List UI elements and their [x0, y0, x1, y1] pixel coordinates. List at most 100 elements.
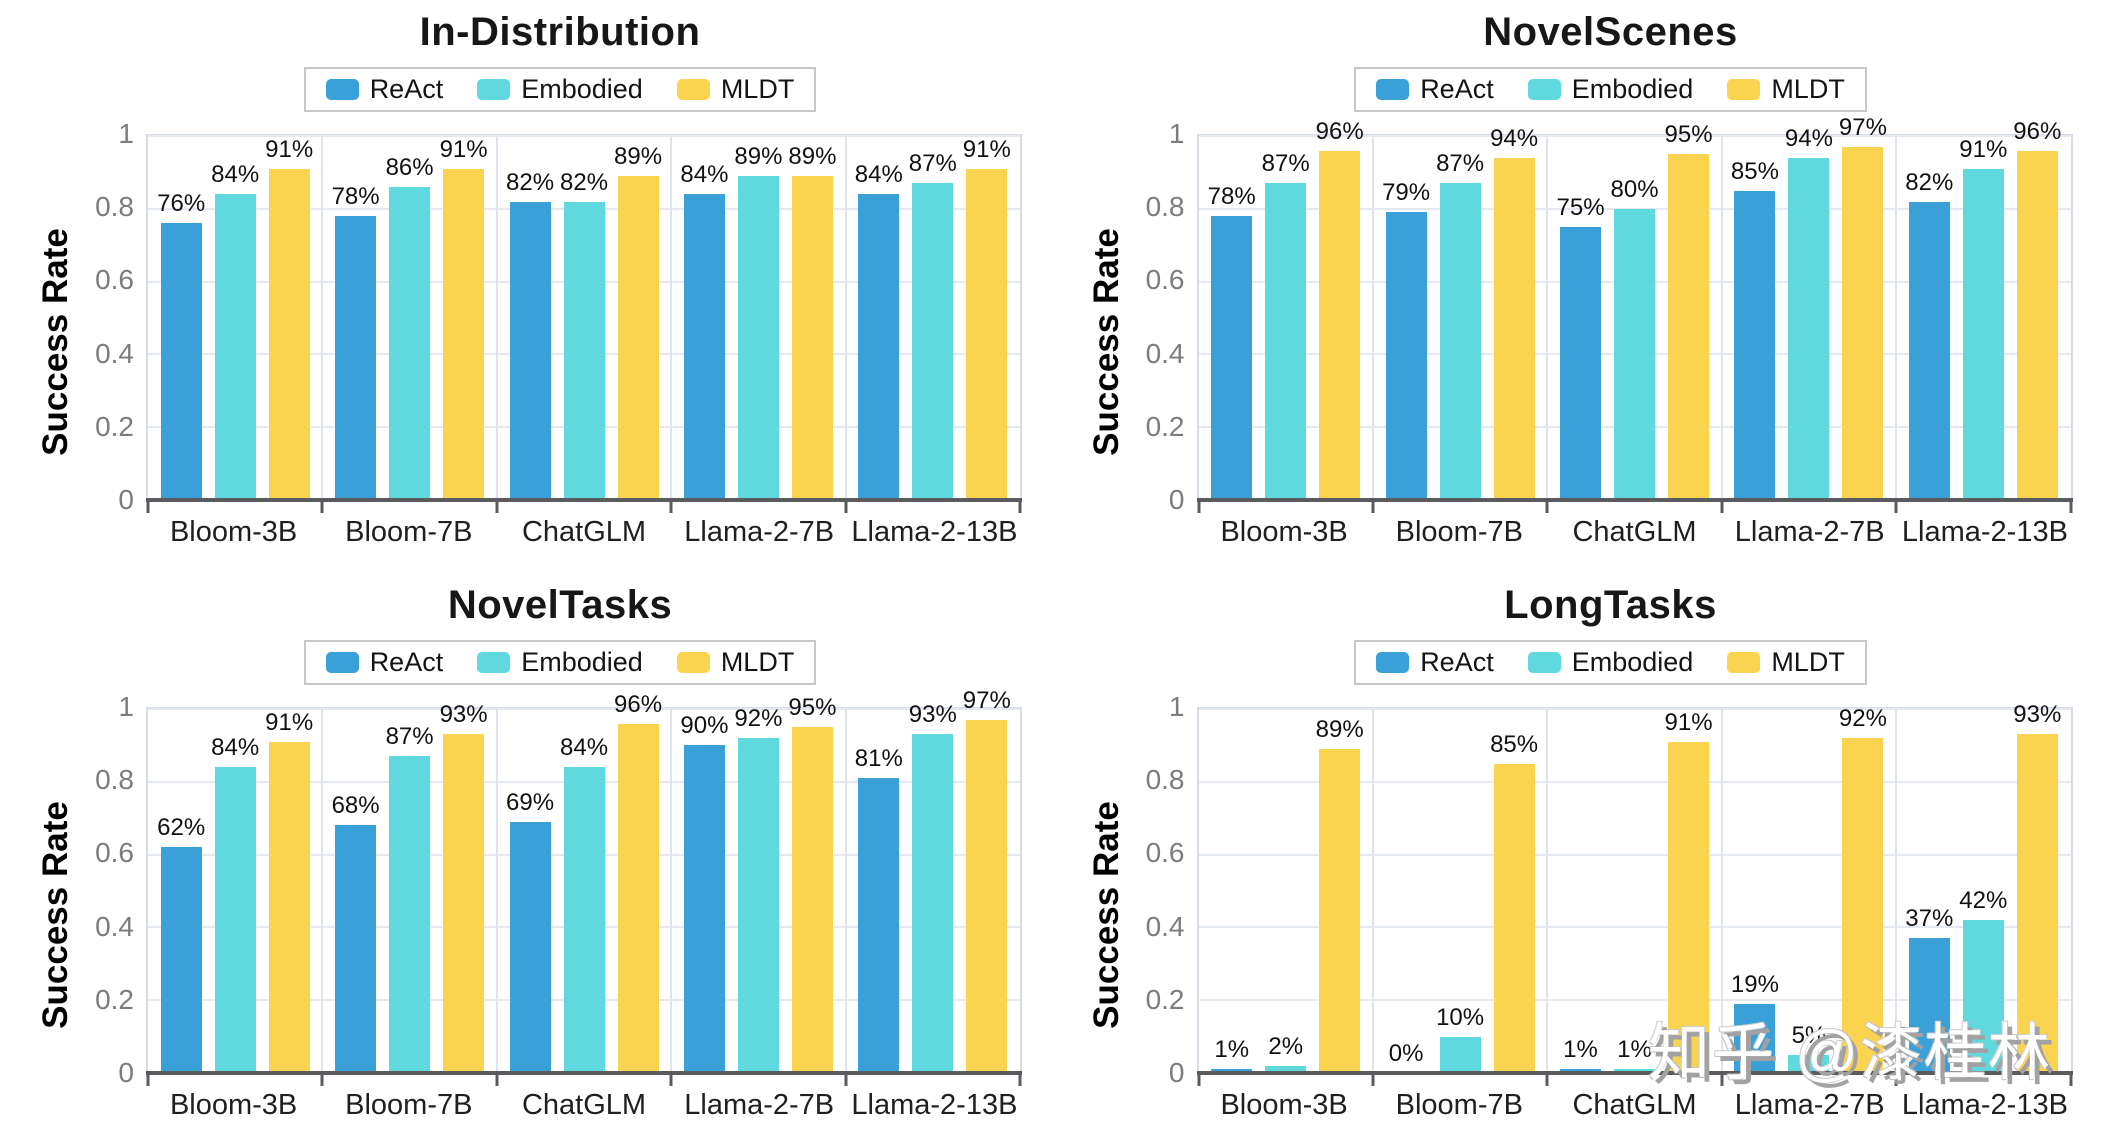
bar-value-label: 96%: [1315, 117, 1364, 145]
bar-value-label: 87%: [908, 150, 957, 178]
y-axis-label-wrap: Success Rate: [1079, 134, 1135, 549]
bar-value-label: 91%: [1664, 708, 1713, 736]
chart-title-longtasks: LongTasks: [1504, 583, 1717, 627]
legend: ReAct Embodied MLDT: [1354, 67, 1867, 112]
bar-embodied-llama-2-7b: 92%: [734, 707, 782, 1073]
bar-react-bloom-7b: 68%: [332, 794, 380, 1073]
bar-value-label: 89%: [788, 143, 837, 171]
bar-embodied-llama-2-7b: 94%: [1785, 126, 1833, 500]
x-label-bloom-7b: Bloom-7B: [1395, 516, 1523, 548]
x-axis-tick-100: [2069, 1075, 2072, 1086]
y-tick-0: 0: [118, 1057, 134, 1088]
bar-value-label: 91%: [265, 708, 314, 736]
bar-react-bloom-3b: 78%: [1208, 185, 1256, 500]
bar-react-bloom-3b: 76%: [157, 192, 205, 500]
bar-value-label: 97%: [1838, 113, 1887, 141]
gridline-v-80: [844, 709, 847, 1073]
bar-value-label: 19%: [1730, 970, 1779, 998]
bar-value-label: 87%: [385, 723, 434, 751]
bar-value-label: 96%: [2013, 117, 2062, 145]
x-axis-labels: Bloom-3B Bloom-7B ChatGLM Llama-2-7B Llama-2…: [1197, 1089, 2073, 1122]
bar-value-label: 86%: [385, 153, 434, 181]
x-axis-tick-20: [1371, 502, 1375, 513]
gridline-v-60: [670, 709, 673, 1073]
y-axis-label-wrap: Success Rate: [1079, 707, 1135, 1122]
bar-mldt-bloom-3b: 91%: [265, 137, 313, 500]
legend-label-react: ReAct: [369, 647, 444, 677]
chart-title-novelscenes: NovelScenes: [1483, 10, 1738, 54]
gridline-v-20: [321, 709, 324, 1073]
bar-value-label: 78%: [1207, 183, 1256, 211]
bar-value-label: 94%: [1490, 124, 1539, 152]
gridline-v-80: [1895, 709, 1898, 1073]
bar-value-label: 91%: [265, 135, 314, 163]
legend-label-embodied: Embodied: [521, 647, 643, 677]
y-tick-0.2: 0.2: [95, 983, 134, 1015]
legend-item-embodied: Embodied: [1527, 647, 1693, 678]
x-label-bloom-3b: Bloom-3B: [1220, 516, 1348, 548]
legend-item-mldt: MLDT: [676, 74, 795, 105]
bar-mldt-bloom-7b: 93%: [440, 703, 488, 1073]
y-axis-label: Success Rate: [36, 800, 75, 1029]
y-tick-1: 1: [118, 118, 134, 149]
bar-value-label: 75%: [1556, 194, 1605, 221]
x-axis-tick-60: [1720, 502, 1724, 513]
bar-group-chatglm: 82% 82% 89%: [497, 136, 671, 500]
gridline-v-20: [1371, 136, 1374, 500]
bar-react-llama-2-7b: 84%: [680, 163, 728, 500]
bar-mldt-bloom-7b: 85%: [1490, 732, 1538, 1073]
bar-embodied-bloom-7b: 87%: [1436, 152, 1484, 500]
y-tick-1: 1: [1168, 118, 1185, 149]
plot-area: 1% 2% 89% 0% 10% 85% 1% 1% 91% 19% 5% 92% 37% 42% 93%: [1196, 703, 2073, 1086]
bar-group-bloom-7b: 78% 86% 91%: [322, 136, 496, 500]
y-tick-0.8: 0.8: [95, 764, 134, 796]
bar-react-llama-2-7b: 19%: [1731, 972, 1779, 1073]
x-axis-labels: Bloom-3B Bloom-7B ChatGLM Llama-2-7B Llama-2…: [146, 1089, 1022, 1122]
bar-embodied-chatglm: 82%: [560, 170, 608, 500]
bar-value-label: 79%: [1382, 179, 1431, 207]
legend-label-mldt: MLDT: [720, 74, 795, 104]
x-label-llama-2-7b: Llama-2-7B: [684, 516, 835, 548]
chart-title-in-distribution: In-Distribution: [419, 10, 701, 54]
bar-group-bloom-3b: 78% 87% 96%: [1199, 119, 1373, 500]
x-axis-tick-40: [495, 502, 499, 513]
chart-body: Success Rate 1 0.8 0.6 0.4 0.2 0 76% 84% 91% 78% 86…: [28, 120, 1022, 549]
y-tick-0.4: 0.4: [1145, 910, 1185, 942]
bar-value-label: 95%: [788, 694, 837, 722]
legend-label-react: ReAct: [1420, 647, 1494, 677]
bar-value-label: 89%: [1315, 716, 1364, 744]
y-tick-0.8: 0.8: [1145, 191, 1185, 223]
x-axis-tick-100: [2069, 502, 2072, 513]
legend-swatch-react-icon: [325, 79, 359, 100]
x-axis-tick-100: [1018, 1075, 1022, 1086]
bar-value-label: 84%: [559, 734, 609, 762]
legend-item-mldt: MLDT: [676, 647, 794, 678]
bar-value-label: 10%: [1436, 1003, 1485, 1031]
bar-value-label: 93%: [908, 701, 957, 729]
x-axis-baseline: [1196, 498, 2073, 502]
x-axis-tick-40: [1545, 1075, 1549, 1086]
bar-groups: 76% 84% 91% 78% 86% 91% 82% 82% 89% 84% 89% 89% 84% 8…: [148, 136, 1020, 500]
x-axis-tick-40: [1545, 502, 1549, 513]
chart-title-noveltasks: NovelTasks: [447, 583, 673, 627]
bar-embodied-llama-2-13b: 93%: [909, 703, 957, 1073]
bar-group-llama-2-13b: 81% 93% 97%: [846, 688, 1020, 1073]
chart-noveltasks: NovelTasks ReAct Embodied MLDT Success Rate 1…: [0, 573, 1050, 1147]
bar-value-label: 76%: [157, 190, 206, 218]
x-axis-baseline: [146, 498, 1022, 502]
bar-value-label: 84%: [854, 161, 903, 189]
legend-label-react: ReAct: [369, 74, 444, 104]
x-axis-tick-40: [495, 1075, 499, 1086]
legend-item-react: ReAct: [325, 647, 444, 678]
bar-embodied-llama-2-13b: 87%: [909, 152, 957, 500]
bar-embodied-llama-2-13b: 42%: [1959, 889, 2007, 1073]
legend-swatch-embodied-icon: [1527, 652, 1561, 673]
legend: ReAct Embodied MLDT: [303, 67, 817, 112]
plot-area: 62% 84% 91% 68% 87% 93% 69% 84% 96% 90% 92% 95% 81% 9…: [146, 688, 1022, 1086]
legend-item-react: ReAct: [1376, 74, 1494, 105]
legend-swatch-react-icon: [1376, 652, 1410, 673]
bar-value-label: 92%: [734, 705, 783, 733]
x-axis-tick-80: [844, 1075, 848, 1086]
legend-swatch-embodied-icon: [477, 79, 511, 100]
y-tick-0.8: 0.8: [1145, 764, 1185, 796]
